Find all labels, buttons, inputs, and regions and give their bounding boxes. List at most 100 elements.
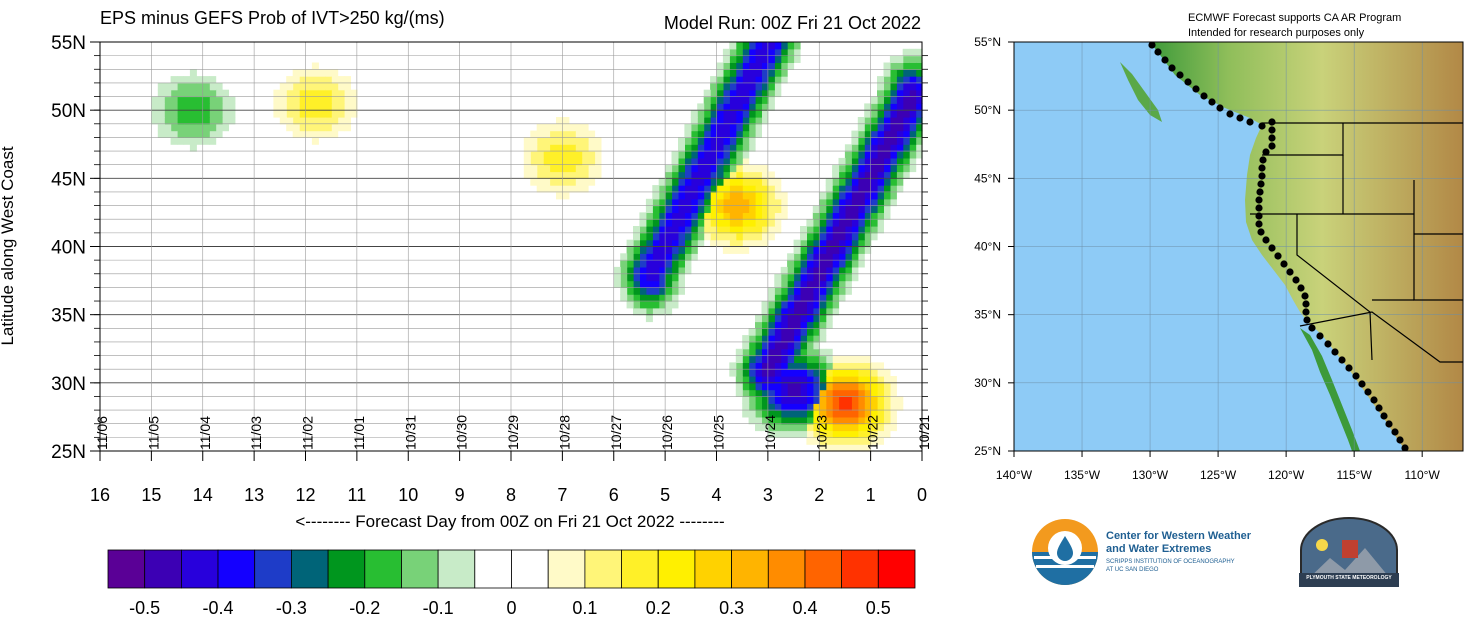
heatmap-cell (896, 403, 904, 411)
heatmap-cell (292, 96, 300, 104)
heatmap-cell (877, 164, 884, 173)
heatmap-cell (864, 192, 872, 200)
heatmap-cell (671, 287, 679, 295)
map-frame (1013, 41, 1464, 452)
heatmap-cell (710, 239, 718, 248)
heatmap-cell (780, 348, 788, 357)
heatmap-cell (909, 82, 917, 91)
heatmap-cell (748, 137, 756, 145)
heatmap-cell (639, 246, 647, 254)
heatmap-cell (870, 403, 878, 411)
heatmap-cell (665, 205, 673, 213)
heatmap-cell (658, 212, 666, 220)
date-label: 10/30 (454, 415, 470, 450)
heatmap-cell (755, 369, 762, 377)
heatmap-cell (883, 157, 891, 166)
heatmap-cell (665, 226, 673, 234)
heatmap-cell (568, 178, 576, 186)
heatmap-cell (273, 103, 281, 111)
x-tick-label: 14 (193, 485, 213, 505)
heatmap-cell (703, 157, 711, 166)
coast-point (1268, 126, 1276, 134)
heatmap-cell (183, 89, 191, 98)
colorbar-tick-label: -0.2 (349, 598, 380, 618)
heatmap-cell (832, 389, 840, 397)
heatmap-cell (832, 273, 840, 282)
heatmap-cell (800, 348, 807, 357)
map-lon-label: 110°W (1405, 468, 1441, 482)
heatmap-cell (870, 144, 878, 152)
heatmap-cell (767, 171, 775, 179)
heatmap-cell (292, 82, 300, 91)
heatmap-cell (877, 144, 884, 152)
heatmap-cell (870, 376, 878, 384)
heatmap-cell (761, 396, 769, 404)
heatmap-cell (767, 382, 775, 391)
heatmap-cell (189, 103, 197, 111)
state-borders (1250, 122, 1463, 363)
heatmap-cell (344, 82, 351, 91)
heatmap-cell (857, 144, 865, 152)
heatmap-cell (344, 110, 351, 118)
heatmap-cell (774, 198, 782, 207)
heatmap-cell (767, 341, 775, 350)
heatmap-cell (780, 403, 788, 411)
heatmap-cell (825, 410, 833, 418)
heatmap-cell (774, 321, 782, 329)
heatmap-cell (722, 212, 730, 220)
heatmap-cell (697, 130, 705, 138)
heatmap-cell (902, 89, 910, 98)
heatmap-cell (767, 287, 775, 295)
heatmap-cell (851, 246, 859, 254)
heatmap-cell (318, 110, 326, 118)
heatmap-cell (780, 62, 788, 70)
heatmap-cell (196, 137, 204, 145)
heatmap-cell (735, 246, 743, 254)
heatmap-cell (877, 157, 884, 166)
heatmap-cell (787, 403, 795, 411)
heatmap-cell (832, 307, 840, 316)
heatmap-cell (729, 198, 737, 207)
heatmap-cell (819, 369, 827, 377)
heatmap-cell (742, 171, 750, 179)
heatmap-cell (678, 185, 685, 193)
heatmap-cell (215, 130, 223, 138)
heatmap-cell (350, 103, 358, 111)
heatmap-cell (581, 178, 589, 186)
heatmap-cell (299, 103, 307, 111)
heatmap-cell (716, 62, 724, 70)
heatmap-cell (697, 232, 705, 241)
heatmap-cell (832, 423, 840, 432)
heatmap-cell (844, 157, 852, 166)
heatmap-cell (774, 362, 782, 370)
heatmap-cell (157, 96, 165, 104)
heatmap-cell (819, 226, 827, 234)
heatmap-cell (806, 341, 814, 350)
cw3e-name-3: SCRIPPS INSTITUTION OF OCEANOGRAPHY (1106, 559, 1235, 565)
heatmap-cell (729, 69, 737, 77)
heatmap-cell (761, 301, 769, 309)
heatmap-cell (883, 103, 891, 111)
heatmap-cell (864, 185, 872, 193)
heatmap-cell (870, 437, 878, 445)
heatmap-cell (767, 205, 775, 213)
coast-point (1259, 156, 1267, 164)
heatmap-cell (318, 76, 326, 84)
x-tick-label: 0 (917, 485, 927, 505)
heatmap-cell (819, 396, 827, 404)
coast-point (1274, 252, 1282, 260)
heatmap-cell (652, 212, 660, 220)
heatmap-cell (864, 103, 872, 111)
heatmap-cell (222, 117, 229, 125)
heatmap-cell (722, 123, 730, 132)
heatmap-cell (729, 48, 737, 57)
heatmap-cell (735, 55, 743, 63)
heatmap-cell (697, 151, 705, 159)
heatmap-cell (915, 48, 923, 57)
heatmap-cell (774, 219, 782, 227)
heatmap-cell (812, 232, 820, 241)
heatmap-cell (806, 219, 814, 227)
heatmap-cell (825, 369, 833, 377)
heatmap-cell (793, 410, 801, 418)
coast-point (1236, 114, 1244, 122)
